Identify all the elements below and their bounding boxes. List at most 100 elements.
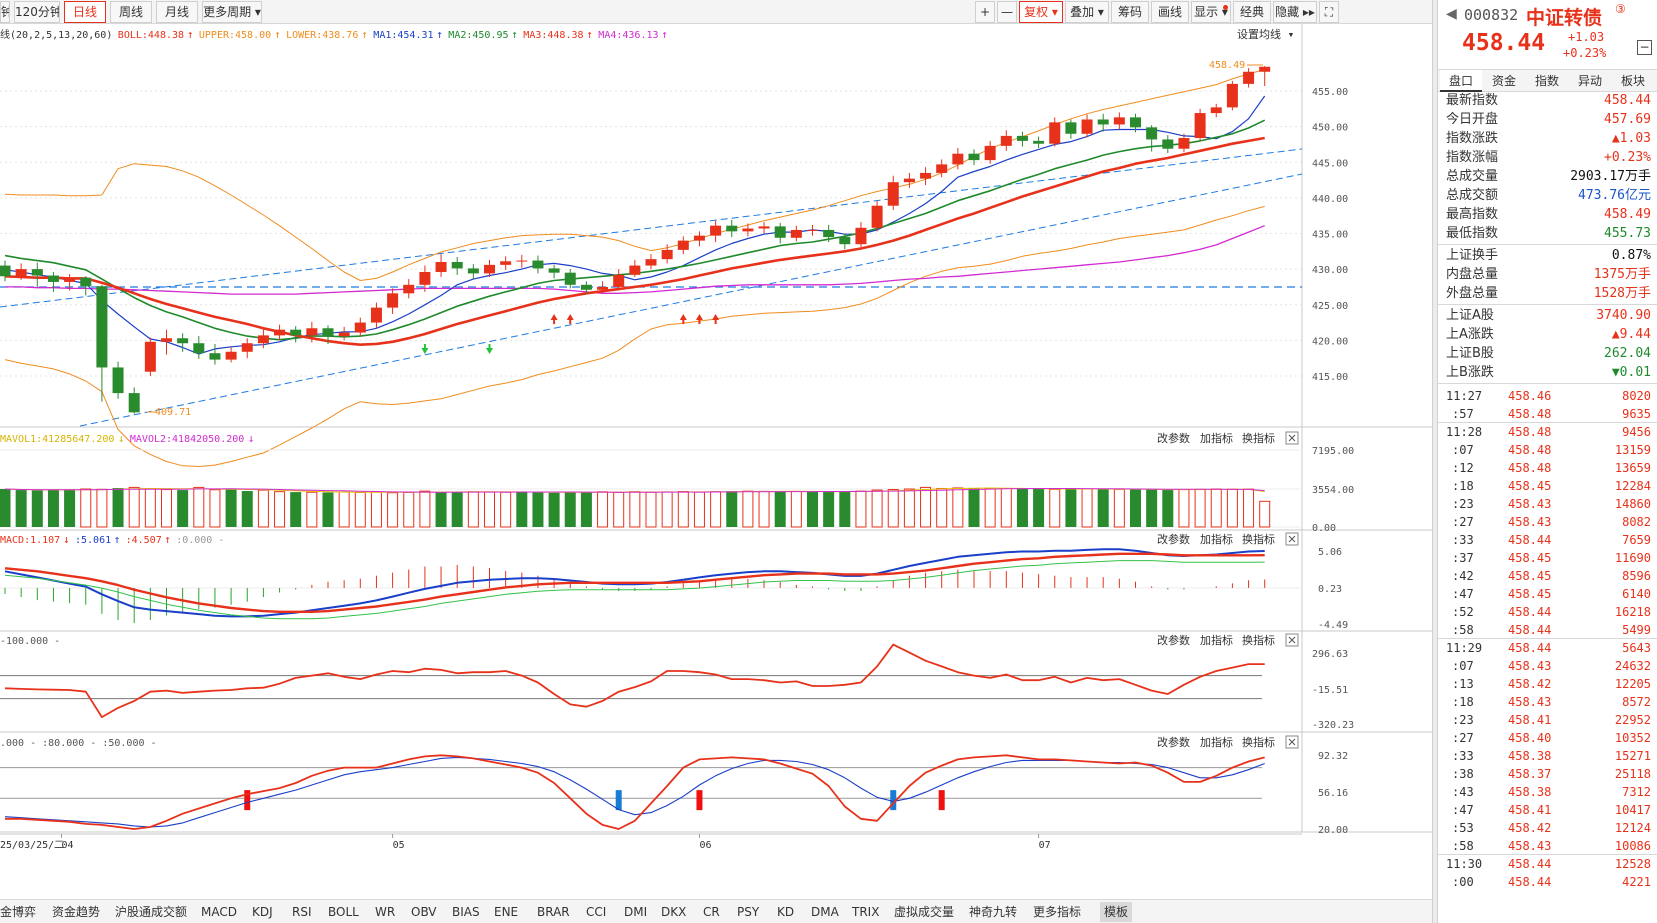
candle[interactable] bbox=[467, 264, 479, 280]
candle[interactable] bbox=[758, 222, 770, 234]
period-day-button[interactable]: 日线 bbox=[64, 1, 106, 23]
tool-zoom-in-button[interactable]: + bbox=[975, 1, 995, 23]
candle[interactable] bbox=[1194, 108, 1206, 141]
tool-fullscreen-button[interactable]: ⛶ bbox=[1319, 1, 1339, 23]
indicator-tab-23[interactable]: 模板 bbox=[1100, 902, 1133, 922]
indicator-tab-15[interactable]: CR bbox=[703, 905, 720, 919]
candle[interactable] bbox=[338, 326, 350, 341]
candle[interactable] bbox=[693, 231, 705, 247]
panel-button-0[interactable]: 改参数 bbox=[1157, 431, 1190, 445]
close-icon[interactable] bbox=[1285, 633, 1299, 647]
indicator-tab-12[interactable]: CCI bbox=[586, 905, 607, 919]
candle[interactable] bbox=[968, 149, 980, 166]
candle[interactable] bbox=[47, 271, 59, 292]
indicator-tab-16[interactable]: PSY bbox=[737, 905, 760, 919]
candle[interactable] bbox=[0, 260, 11, 282]
indicator-tab-11[interactable]: BRAR bbox=[537, 905, 570, 919]
candle[interactable] bbox=[112, 361, 124, 399]
candle[interactable] bbox=[677, 236, 689, 255]
candle[interactable] bbox=[1097, 113, 1109, 132]
candle[interactable] bbox=[128, 387, 140, 414]
candle[interactable] bbox=[1000, 130, 1012, 151]
candle[interactable] bbox=[710, 220, 722, 243]
candle[interactable] bbox=[370, 302, 382, 329]
candle[interactable] bbox=[807, 224, 818, 236]
candle[interactable] bbox=[548, 264, 560, 279]
tool-fuquan-button[interactable]: 复权 ▾ bbox=[1019, 1, 1063, 23]
back-icon[interactable]: ◀ bbox=[1446, 6, 1457, 22]
panel-button-1[interactable]: 加指标 bbox=[1200, 431, 1233, 445]
candle[interactable] bbox=[645, 254, 657, 270]
candle[interactable] bbox=[306, 321, 318, 343]
indicator-tab-21[interactable]: 神奇九转 bbox=[969, 905, 1018, 919]
indicator-tab-22[interactable]: 更多指标 bbox=[1033, 905, 1082, 919]
panel-button-2[interactable]: 换指标 bbox=[1242, 532, 1275, 546]
candle[interactable] bbox=[887, 175, 899, 210]
panel-button-2[interactable]: 换指标 bbox=[1242, 633, 1275, 647]
panel-button-1[interactable]: 加指标 bbox=[1200, 735, 1233, 749]
indicator-tab-10[interactable]: ENE bbox=[494, 905, 519, 919]
candle[interactable] bbox=[144, 337, 156, 376]
candle[interactable] bbox=[1162, 135, 1174, 153]
indicator-tab-4[interactable]: KDJ bbox=[252, 905, 273, 919]
candle[interactable] bbox=[193, 336, 205, 359]
indicator-tab-9[interactable]: BIAS bbox=[452, 905, 480, 919]
chart-svg[interactable]: 455.00 450.00 445.00 440.00 435.00 430.00 425.… bbox=[0, 24, 1432, 900]
indicator-tab-2[interactable]: 沪股通成交额 bbox=[115, 905, 188, 919]
tool-display-button[interactable]: 显示 ▾ bbox=[1191, 1, 1231, 23]
candle[interactable] bbox=[823, 224, 835, 243]
panel-button-2[interactable]: 换指标 bbox=[1242, 735, 1275, 749]
period-m120-button[interactable]: 120分钟 bbox=[14, 1, 60, 23]
candle[interactable] bbox=[903, 172, 915, 188]
period-week-button[interactable]: 周线 bbox=[110, 1, 152, 23]
panel-button-2[interactable]: 换指标 bbox=[1242, 431, 1275, 445]
indicator-tab-17[interactable]: KD bbox=[777, 905, 795, 919]
quote-tab-0[interactable]: 盘口 bbox=[1440, 70, 1482, 92]
candle[interactable] bbox=[1226, 81, 1238, 111]
candle[interactable] bbox=[613, 269, 625, 290]
candle[interactable] bbox=[871, 200, 883, 232]
indicator-tab-14[interactable]: DKX bbox=[661, 905, 687, 919]
close-icon[interactable] bbox=[1285, 735, 1299, 749]
candle[interactable] bbox=[31, 262, 43, 287]
candle[interactable] bbox=[1113, 112, 1125, 130]
candle[interactable] bbox=[15, 263, 27, 280]
candle[interactable] bbox=[742, 223, 754, 237]
candle[interactable] bbox=[1259, 66, 1271, 87]
tool-classic-button[interactable]: 经典 bbox=[1233, 1, 1271, 23]
candle[interactable] bbox=[96, 284, 108, 402]
candle[interactable] bbox=[952, 148, 964, 170]
candle[interactable] bbox=[1016, 131, 1028, 147]
panel-button-1[interactable]: 加指标 bbox=[1200, 633, 1233, 647]
candle[interactable] bbox=[387, 288, 399, 315]
indicator-tab-19[interactable]: TRIX bbox=[852, 905, 880, 919]
period-prev-button[interactable]: 钟 bbox=[0, 1, 10, 23]
candle[interactable] bbox=[484, 259, 495, 277]
chart-area[interactable]: 455.00 450.00 445.00 440.00 435.00 430.00 425.… bbox=[0, 24, 1432, 900]
candle[interactable] bbox=[1243, 68, 1255, 88]
candle[interactable] bbox=[241, 338, 253, 359]
candle[interactable] bbox=[629, 259, 641, 277]
candle[interactable] bbox=[920, 167, 932, 186]
indicator-tab-13[interactable]: DMI bbox=[624, 905, 648, 919]
tool-hide-button[interactable]: 隐藏 ▸▸ bbox=[1273, 1, 1317, 23]
candle[interactable] bbox=[839, 233, 851, 250]
candle[interactable] bbox=[516, 254, 528, 268]
quote-tab-1[interactable]: 资金 bbox=[1491, 74, 1516, 88]
candle[interactable] bbox=[161, 329, 172, 355]
candle[interactable] bbox=[290, 326, 302, 343]
candle[interactable] bbox=[209, 343, 221, 365]
close-icon[interactable] bbox=[1285, 431, 1299, 445]
candle[interactable] bbox=[1081, 114, 1093, 138]
candle[interactable] bbox=[580, 281, 592, 295]
indicator-tab-20[interactable]: 虚拟成交量 bbox=[894, 905, 955, 919]
candle[interactable] bbox=[274, 324, 286, 341]
candle[interactable] bbox=[855, 222, 867, 248]
candle[interactable] bbox=[354, 317, 366, 337]
candle[interactable] bbox=[532, 255, 544, 274]
panel-button-1[interactable]: 加指标 bbox=[1200, 532, 1233, 546]
tool-chips-button[interactable]: 筹码 bbox=[1111, 1, 1149, 23]
candle[interactable] bbox=[80, 276, 92, 296]
tool-overlay-button[interactable]: 叠加 ▾ bbox=[1065, 1, 1109, 23]
panel-button-0[interactable]: 改参数 bbox=[1157, 532, 1190, 546]
